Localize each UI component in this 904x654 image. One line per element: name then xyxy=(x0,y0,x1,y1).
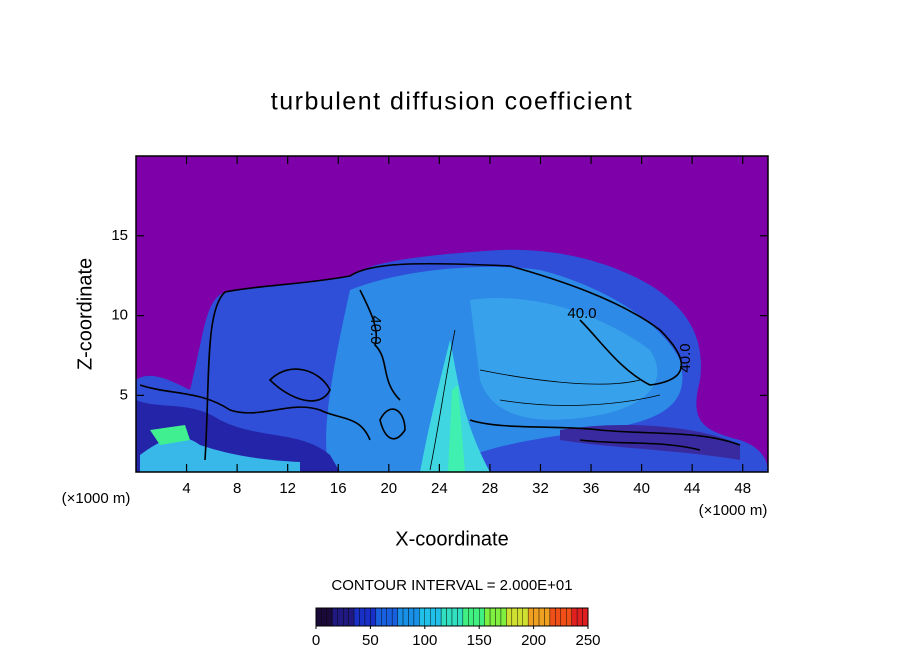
contour-label: 40.0 xyxy=(567,305,596,322)
colorbar-stripe xyxy=(462,607,469,627)
colorbar-stripe xyxy=(424,607,431,627)
colorbar-stripe xyxy=(571,607,578,627)
field-region xyxy=(448,385,465,472)
colorbar-stripe xyxy=(468,607,474,627)
field xyxy=(136,156,768,472)
colorbar-stripe xyxy=(402,607,409,627)
colorbar-stripe xyxy=(527,607,534,627)
colorbar-stripe xyxy=(364,607,371,627)
colorbar-stripe xyxy=(560,607,567,627)
field-region xyxy=(470,298,658,420)
x-tick-label: 40 xyxy=(633,480,650,497)
colorbar-tick-label: 0 xyxy=(312,632,320,649)
y-tick-label: 15 xyxy=(111,227,128,244)
colorbar-stripe xyxy=(332,607,338,627)
colorbar-tick-label: 200 xyxy=(521,632,546,649)
colorbar-stripe xyxy=(576,607,583,627)
colorbar-stripe xyxy=(506,607,513,627)
colorbar-stripe xyxy=(435,607,442,627)
field-region xyxy=(140,437,300,472)
x-tick-label: 44 xyxy=(684,480,701,497)
colorbar-stripe xyxy=(430,607,436,627)
colorbar-stripe xyxy=(511,607,518,627)
x-axis-label: X-coordinate xyxy=(395,528,508,550)
colorbar-stripe xyxy=(326,607,333,627)
colorbar-stripe xyxy=(566,607,572,627)
colorbar-stripe xyxy=(538,607,545,627)
colorbar-stripe xyxy=(343,607,349,627)
colorbar-stripe xyxy=(348,607,355,627)
x-unit: (×1000 m) xyxy=(699,502,768,519)
colorbar-title: CONTOUR INTERVAL = 2.000E+01 xyxy=(331,577,572,594)
x-tick-label: 16 xyxy=(330,480,347,497)
contour-label: 40.0 xyxy=(367,315,384,344)
colorbar-stripe xyxy=(408,607,415,627)
colorbar-stripe xyxy=(353,607,360,627)
colorbar-stripe xyxy=(440,607,447,627)
colorbar-stripe xyxy=(375,607,382,627)
colorbar-stripe xyxy=(337,607,344,627)
colorbar-stripe xyxy=(522,607,529,627)
colorbar-stripe xyxy=(446,607,453,627)
colorbar-stripe xyxy=(555,607,561,627)
colorbar-tick-label: 50 xyxy=(362,632,379,649)
x-tick-label: 28 xyxy=(482,480,499,497)
x-tick-label: 20 xyxy=(380,480,397,497)
x-tick-label: 8 xyxy=(233,480,241,497)
plot-frame xyxy=(135,155,769,473)
colorbar-stripe xyxy=(484,607,491,627)
colorbar-stripe xyxy=(544,607,551,627)
colorbar-stripe xyxy=(419,607,425,627)
x-tick-label: 4 xyxy=(182,480,190,497)
colorbar-frame xyxy=(315,607,589,627)
colorbar-stripe xyxy=(457,607,464,627)
x-tick-label: 36 xyxy=(583,480,600,497)
colorbar-stripe xyxy=(370,607,377,627)
colorbar-tick-label: 100 xyxy=(412,632,437,649)
colorbar-stripe xyxy=(479,607,485,627)
colorbar-tick-label: 250 xyxy=(575,632,600,649)
colorbar-stripe xyxy=(500,607,507,627)
field-region xyxy=(150,425,190,445)
colorbar-tick-label: 150 xyxy=(467,632,492,649)
colorbar-stripe xyxy=(533,607,540,627)
colorbar-stripe xyxy=(495,607,502,627)
colorbar-stripe xyxy=(549,607,556,627)
colorbar-stripe xyxy=(413,607,420,627)
colorbar-stripe xyxy=(359,607,366,627)
colorbar-stripe xyxy=(473,607,480,627)
colorbar-stripe xyxy=(391,607,398,627)
colorbar-stripe xyxy=(315,607,322,627)
y-tick-label: 5 xyxy=(120,386,128,403)
colorbar-stripe xyxy=(582,607,589,627)
x-tick-label: 48 xyxy=(734,480,751,497)
x-tick-label: 12 xyxy=(279,480,296,497)
field-region xyxy=(560,425,740,460)
x-tick-label: 24 xyxy=(431,480,448,497)
y-axis-label: Z-coordinate xyxy=(74,258,96,370)
chart-title: turbulent diffusion coefficient xyxy=(271,88,633,116)
contour-label: 40.0 xyxy=(677,343,694,372)
colorbar-stripe xyxy=(451,607,458,627)
y-tick-label: 10 xyxy=(111,307,128,324)
colorbar-stripe xyxy=(489,607,496,627)
x-tick-label: 32 xyxy=(532,480,549,497)
colorbar-stripe xyxy=(386,607,393,627)
x-unit: (×1000 m) xyxy=(62,490,131,507)
colorbar-stripe xyxy=(321,607,328,627)
colorbar-stripe xyxy=(397,607,404,627)
colorbar-stripe xyxy=(517,607,523,627)
colorbar-stripe xyxy=(381,607,387,627)
